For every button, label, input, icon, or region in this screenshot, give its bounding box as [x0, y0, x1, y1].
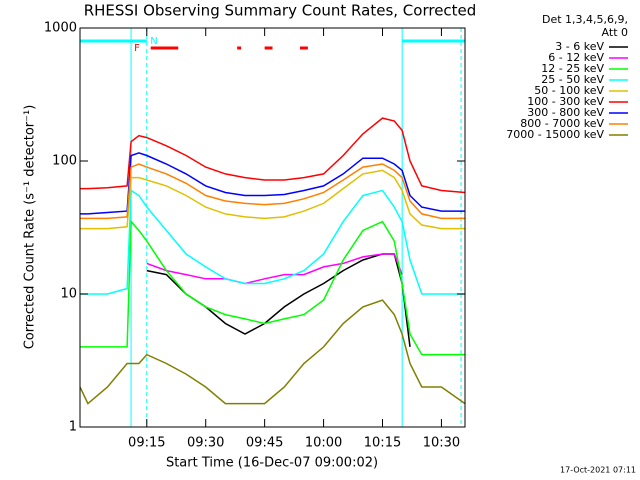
series-line: [146, 253, 403, 285]
legend-title: Det 1,3,4,5,6,9,: [542, 13, 628, 26]
series-line: [80, 163, 465, 220]
legend-label: 800 - 7000 keV: [520, 117, 604, 130]
series-line: [80, 169, 465, 230]
legend-label: 25 - 50 keV: [541, 73, 604, 86]
legend-label: 100 - 300 keV: [527, 95, 604, 108]
y-tick-label: 100: [52, 154, 77, 169]
series-line: [79, 299, 466, 405]
y-tick-label: 10: [60, 287, 77, 302]
x-tick-label: 10:30: [423, 436, 460, 451]
x-tick-label: 09:15: [128, 436, 165, 451]
legend-label: 7000 - 15000 keV: [506, 128, 604, 141]
flag-label: F: [134, 43, 140, 54]
legend-title: Att 0: [602, 26, 628, 39]
x-tick-label: 10:15: [364, 436, 401, 451]
y-tick-label: 1000: [44, 21, 77, 36]
legend-label: 6 - 12 keV: [548, 51, 604, 64]
legend-label: 50 - 100 keV: [534, 84, 604, 97]
legend-label: 3 - 6 keV: [555, 40, 604, 53]
series-line: [80, 189, 465, 295]
legend-label: 300 - 800 keV: [527, 106, 604, 119]
series-line: [80, 152, 465, 215]
series-line: [80, 117, 466, 194]
plot-frame: [79, 27, 466, 428]
flag-label: N: [150, 36, 157, 47]
series-line: [80, 219, 465, 356]
y-axis-label: Corrected Count Rate (s⁻¹ detector⁻¹): [23, 105, 38, 350]
x-tick-label: 09:30: [187, 436, 224, 451]
y-tick-label: 1: [69, 420, 77, 435]
x-tick-label: 09:45: [246, 436, 283, 451]
x-axis-label: Start Time (16-Dec-07 09:00:02): [166, 456, 378, 471]
legend-label: 12 - 25 keV: [541, 62, 604, 75]
chart-title: RHESSI Observing Summary Count Rates, Co…: [84, 2, 477, 20]
x-tick-label: 10:00: [305, 436, 342, 451]
footer: 17-Oct-2021 07:11: [560, 466, 636, 475]
